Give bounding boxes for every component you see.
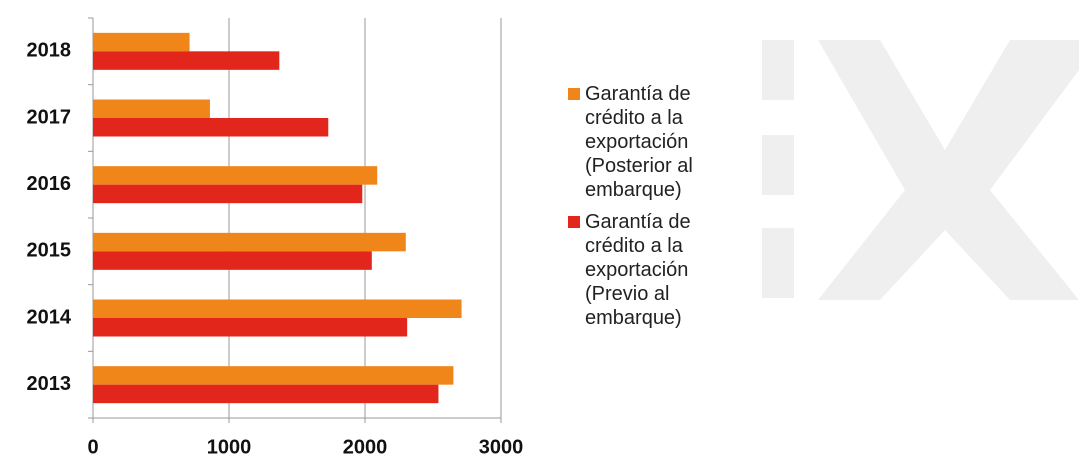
- legend-item: Garantía de crédito a la exportación (Po…: [568, 82, 748, 202]
- y-tick-label: 2013: [27, 373, 72, 395]
- y-tick-label: 2018: [27, 40, 72, 62]
- legend: Garantía de crédito a la exportación (Po…: [568, 82, 748, 338]
- legend-label: Garantía de crédito a la exportación (Po…: [585, 83, 693, 201]
- bar: [93, 166, 378, 185]
- bar: [93, 118, 329, 137]
- x-tick-label: 3000: [479, 436, 524, 458]
- y-tick-label: 2015: [27, 240, 72, 262]
- y-tick-label: 2017: [27, 106, 72, 128]
- bar: [93, 32, 190, 52]
- bar: [93, 299, 462, 318]
- bar: [93, 51, 280, 70]
- legend-swatch: [568, 88, 580, 100]
- watermark: [762, 40, 1079, 300]
- x-tick-label: 0: [87, 436, 98, 458]
- y-tick-label: 2016: [27, 173, 72, 195]
- bar: [93, 251, 372, 270]
- y-tick-label: 2014: [27, 306, 72, 328]
- x-tick-label: 2000: [343, 436, 388, 458]
- legend-swatch: [568, 216, 580, 228]
- bar: [93, 384, 439, 404]
- legend-item: Garantía de crédito a la exportación (Pr…: [568, 210, 748, 330]
- bar: [93, 366, 454, 385]
- bar: [93, 232, 406, 252]
- bar: [93, 318, 408, 337]
- bar: [93, 99, 210, 118]
- bar: [93, 184, 363, 204]
- x-tick-label: 1000: [207, 436, 252, 458]
- legend-label: Garantía de crédito a la exportación (Pr…: [585, 211, 691, 329]
